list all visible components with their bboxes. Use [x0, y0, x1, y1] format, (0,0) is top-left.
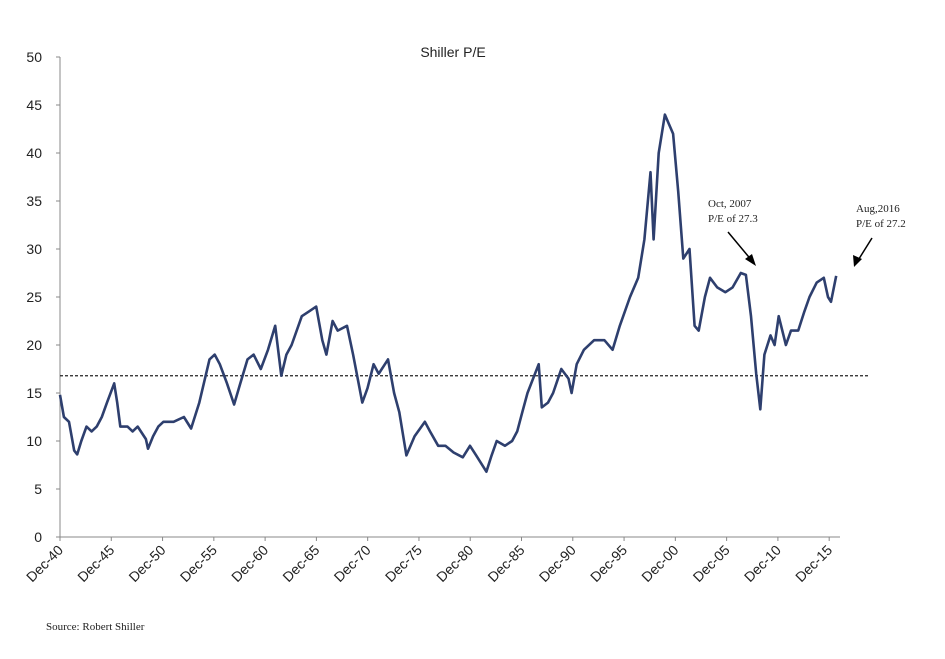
x-tick-label: Dec-45	[74, 542, 117, 585]
x-tick-label: Dec-60	[228, 542, 271, 585]
x-tick-label: Dec-40	[23, 542, 66, 585]
annotation: Oct, 2007	[708, 198, 752, 210]
y-tick-label: 35	[26, 193, 42, 209]
x-tick-label: Dec-75	[382, 542, 425, 585]
arrowhead	[853, 255, 862, 267]
y-tick-label: 20	[26, 337, 42, 353]
x-tick-label: Dec-00	[638, 542, 681, 585]
annotation: P/E of 27.2	[856, 218, 906, 230]
x-tick-label: Dec-50	[125, 542, 168, 585]
y-tick-label: 45	[26, 97, 42, 113]
annotation: Aug,2016	[856, 203, 900, 215]
chart-title: Shiller P/E	[420, 44, 485, 60]
y-tick-label: 5	[34, 481, 42, 497]
data-line	[58, 113, 838, 473]
x-tick-label: Dec-85	[484, 542, 527, 585]
x-tick-label: Dec-10	[741, 542, 784, 585]
x-tick-label: Dec-05	[690, 542, 733, 585]
x-tick-label: Dec-90	[536, 542, 579, 585]
y-tick-label: 40	[26, 145, 42, 161]
x-tick-label: Dec-95	[587, 542, 630, 585]
y-tick-label: 25	[26, 289, 42, 305]
annotation: P/E of 27.3	[708, 213, 758, 225]
x-tick-label: Dec-55	[177, 542, 220, 585]
x-tick-label: Dec-15	[792, 542, 835, 585]
y-tick-label: 0	[34, 529, 42, 545]
x-tick-label: Dec-65	[279, 542, 322, 585]
x-tick-label: Dec-80	[433, 542, 476, 585]
y-tick-label: 15	[26, 385, 42, 401]
y-tick-label: 50	[26, 49, 42, 65]
source-note: Source: Robert Shiller	[46, 621, 145, 633]
y-tick-label: 10	[26, 433, 42, 449]
y-tick-label: 30	[26, 241, 42, 257]
x-tick-label: Dec-70	[331, 542, 374, 585]
arrowhead	[745, 254, 756, 266]
